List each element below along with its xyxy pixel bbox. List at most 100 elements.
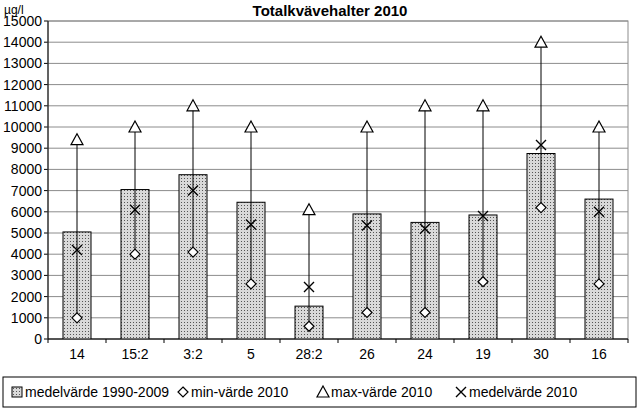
legend-label: min-värde 2010 — [191, 384, 288, 400]
marker — [303, 204, 315, 215]
legend-box — [3, 377, 636, 407]
y-tick-label: 2000 — [11, 289, 42, 305]
y-tick — [44, 211, 48, 212]
range-line — [135, 127, 136, 254]
y-tick — [44, 254, 48, 255]
x-tick — [628, 339, 629, 343]
marker — [536, 203, 546, 213]
title: Totalkvävehalter 2010 — [253, 2, 408, 19]
y-tick — [44, 21, 48, 22]
marker — [71, 134, 83, 145]
y-tick — [44, 63, 48, 64]
marker — [304, 321, 314, 331]
x-tick-label: 19 — [475, 346, 491, 362]
legend-label: medelvärde 2010 — [469, 384, 577, 400]
x-tick-label: 14 — [69, 346, 85, 362]
marker — [129, 121, 141, 132]
y-tick — [44, 127, 48, 128]
x-tick — [106, 339, 107, 343]
range-line — [599, 127, 600, 284]
x-tick-label: 26 — [359, 346, 375, 362]
marker — [72, 313, 82, 323]
y-tick — [44, 84, 48, 85]
range-line — [367, 127, 368, 313]
marker — [593, 121, 605, 132]
y-tick — [44, 190, 48, 191]
y-tick-label: 5000 — [11, 225, 42, 241]
x-tick-label: 5 — [247, 346, 255, 362]
marker — [536, 140, 546, 150]
y-tick — [44, 317, 48, 318]
marker — [594, 207, 604, 217]
x-tick-label: 3:2 — [183, 346, 203, 362]
x-tick-label: 24 — [417, 346, 433, 362]
marker — [535, 36, 547, 47]
y-tick-label: 7000 — [11, 183, 42, 199]
marker — [130, 249, 140, 259]
range-line — [251, 127, 252, 284]
y-tick-label: 8000 — [11, 161, 42, 177]
marker — [478, 211, 488, 221]
x-tick — [222, 339, 223, 343]
marker — [362, 221, 372, 231]
y-tick-label: 12000 — [3, 77, 42, 93]
y-tick — [44, 275, 48, 276]
marker — [246, 220, 256, 230]
legend-label: max-värde 2010 — [331, 384, 432, 400]
y-tick-label: 13000 — [3, 55, 42, 71]
y-tick — [44, 105, 48, 106]
y-tick-label: 6000 — [11, 204, 42, 220]
marker — [188, 186, 198, 196]
range-line — [193, 106, 194, 252]
y-tick-label: 14000 — [3, 34, 42, 50]
x-tick-label: 28:2 — [295, 346, 322, 362]
x-tick — [512, 339, 513, 343]
marker — [188, 247, 198, 257]
x-tick — [570, 339, 571, 343]
x-tick — [280, 339, 281, 343]
plot-frame — [48, 21, 628, 339]
legend-swatch — [317, 386, 329, 397]
marker — [130, 205, 140, 215]
y-tick — [44, 296, 48, 297]
x-tick — [338, 339, 339, 343]
range-line — [541, 42, 542, 207]
x-tick — [48, 339, 49, 343]
marker — [361, 121, 373, 132]
x-tick-label: 16 — [591, 346, 607, 362]
x-tick — [454, 339, 455, 343]
y-tick — [44, 148, 48, 149]
chart: Totalkvävehalter 2010µg/l010002000300040… — [0, 0, 639, 412]
legend-swatch — [12, 387, 22, 397]
marker — [187, 100, 199, 111]
marker — [72, 245, 82, 255]
marker — [304, 282, 314, 292]
y-tick — [44, 42, 48, 43]
marker — [478, 277, 488, 287]
marker — [245, 121, 257, 132]
x-tick-label: 15:2 — [121, 346, 148, 362]
range-line — [425, 106, 426, 313]
marks — [63, 36, 613, 339]
x-tick — [396, 339, 397, 343]
x-tick — [164, 339, 165, 343]
range-line — [483, 106, 484, 282]
range-line — [77, 140, 78, 318]
marker — [594, 279, 604, 289]
y-tick-label: 4000 — [11, 246, 42, 262]
y-tick-label: 3000 — [11, 267, 42, 283]
legend-swatch — [178, 387, 188, 397]
y-tick-label: 9000 — [11, 140, 42, 156]
marker — [477, 100, 489, 111]
y-tick-label: 15000 — [3, 13, 42, 29]
legend-swatch — [456, 387, 466, 397]
legend-label: medelvärde 1990-2009 — [25, 384, 169, 400]
marker — [246, 279, 256, 289]
marker — [362, 308, 372, 318]
y-tick-label: 11000 — [4, 98, 42, 114]
y-tick — [44, 339, 48, 340]
marker — [420, 224, 430, 234]
y-axis-line — [48, 21, 49, 339]
y-tick-label: 1000 — [11, 310, 42, 326]
y-tick — [44, 169, 48, 170]
